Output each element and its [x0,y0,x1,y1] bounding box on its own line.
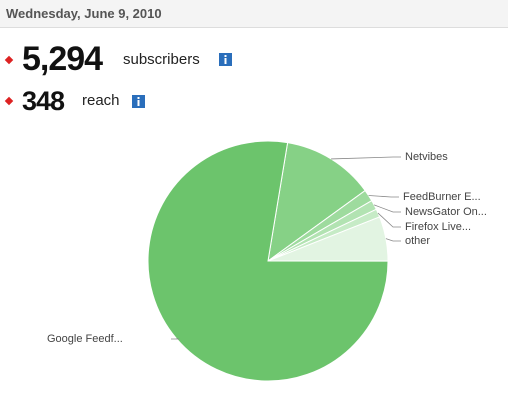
leader-line [368,195,399,198]
slice-label: FeedBurner E... [403,191,481,203]
pie-chart: Netvibes FeedBurner E... NewsGator On... Fi… [47,140,487,382]
slice-label: NewsGator On... [405,206,487,218]
leader-line [377,212,401,228]
info-icon[interactable] [132,95,145,108]
stat-value: 348 [22,86,65,116]
stat-value: 5,294 [22,40,103,78]
slice-label: Google Feedf... [47,333,123,345]
leader-line [385,238,401,242]
bullet [4,96,14,106]
leader-line [331,156,401,160]
bullet [4,55,14,65]
slice-label: other [405,235,430,247]
slice-label: Netvibes [405,151,448,163]
stat-label: reach [82,92,120,109]
slice-label: Firefox Live... [405,221,471,233]
stat-label: subscribers [123,51,200,68]
info-icon[interactable] [219,53,232,66]
date-header: Wednesday, June 9, 2010 [0,0,508,28]
pie-slice [267,142,366,263]
leader-line [373,204,401,213]
date: Wednesday, June 9, 2010 [6,6,162,21]
